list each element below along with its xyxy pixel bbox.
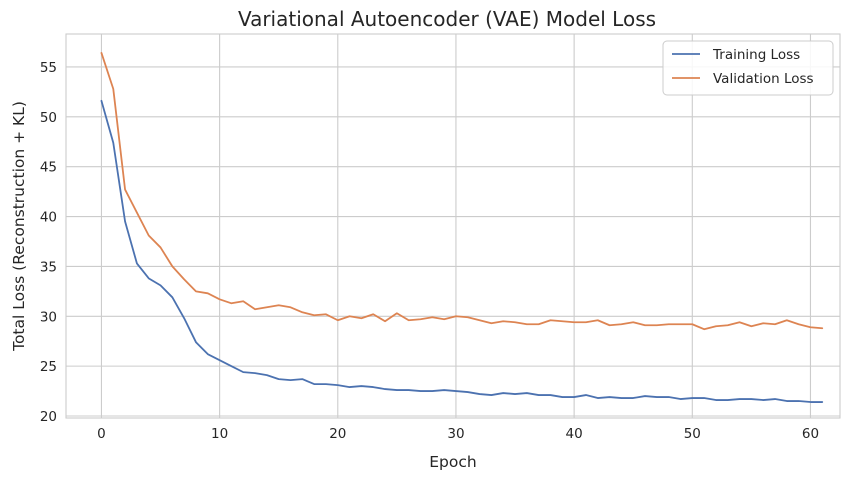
legend-label-validation-loss: Validation Loss [713, 71, 814, 87]
chart-title: Variational Autoencoder (VAE) Model Loss [238, 7, 656, 31]
y-tick-label: 20 [40, 409, 57, 425]
x-gridlines [100, 34, 812, 418]
x-tick-label: 60 [802, 426, 819, 442]
x-tick-label: 10 [211, 426, 228, 442]
y-axis-label: Total Loss (Reconstruction + KL) [10, 101, 28, 352]
y-tick-label: 40 [40, 210, 57, 226]
legend: Training Loss Validation Loss [662, 40, 834, 96]
legend-box [662, 40, 834, 96]
legend-label-training-loss: Training Loss [712, 47, 800, 63]
y-tick-label: 45 [40, 160, 57, 176]
y-tick-labels: 20 25 30 35 40 45 50 55 [40, 60, 57, 425]
x-tick-labels: 0 10 20 30 40 50 60 [97, 426, 819, 442]
x-tick-label: 20 [329, 426, 346, 442]
y-tick-label: 55 [40, 60, 57, 76]
y-tick-label: 50 [40, 110, 57, 126]
x-tick-label: 30 [447, 426, 464, 442]
series-line-training-loss [100, 99, 824, 403]
x-tick-label: 50 [684, 426, 701, 442]
x-tick-label: 0 [97, 426, 106, 442]
y-tick-label: 30 [40, 309, 57, 325]
series-lines [100, 52, 824, 403]
y-tick-label: 25 [40, 359, 57, 375]
x-axis-label: Epoch [429, 453, 476, 471]
plot-frame [65, 33, 841, 419]
x-tick-label: 40 [566, 426, 583, 442]
y-tick-label: 35 [40, 259, 57, 275]
plot-area [65, 33, 841, 419]
series-line-validation-loss [100, 52, 824, 331]
